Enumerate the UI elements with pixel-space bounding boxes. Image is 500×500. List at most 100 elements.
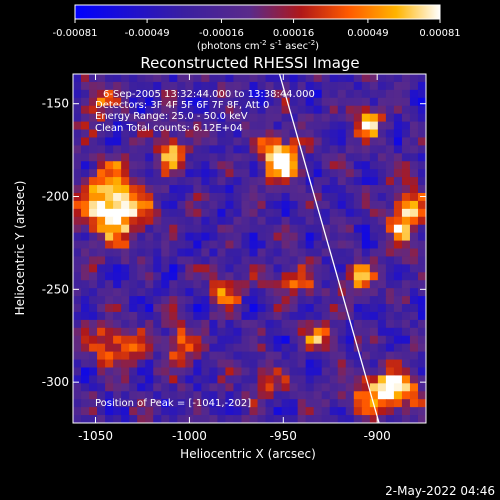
heatmap-cell <box>385 97 395 107</box>
heatmap-cell <box>169 240 178 249</box>
heatmap-cell <box>113 367 122 376</box>
heatmap-cell <box>105 311 114 321</box>
heatmap-cell <box>409 311 419 321</box>
heatmap-cell <box>265 161 275 170</box>
heatmap-cell <box>129 81 138 91</box>
heatmap-cell <box>193 121 202 131</box>
heatmap-cell <box>241 375 250 384</box>
heatmap-cell <box>137 153 146 162</box>
heatmap-cell <box>177 264 186 273</box>
heatmap-cell <box>201 311 210 321</box>
heatmap-cell <box>185 89 194 99</box>
heatmap-cell <box>321 311 331 321</box>
heatmap-cell <box>233 375 242 384</box>
heatmap-cell <box>297 248 307 257</box>
heatmap-cell <box>97 208 106 218</box>
heatmap-cell <box>345 288 355 297</box>
heatmap-cell <box>161 192 170 202</box>
x-tick-label: -1050 <box>78 429 113 443</box>
heatmap-cell <box>137 208 146 218</box>
heatmap-cell <box>393 256 403 265</box>
heatmap-cell <box>273 177 283 186</box>
heatmap-cell <box>249 351 259 361</box>
heatmap-cell <box>337 185 347 194</box>
heatmap-cell <box>193 169 202 178</box>
heatmap-cell <box>153 319 162 329</box>
heatmap-cell <box>201 399 210 408</box>
heatmap-cell <box>401 327 411 337</box>
heatmap-cell <box>305 137 315 146</box>
heatmap-cell <box>377 248 387 257</box>
heatmap-cell <box>177 296 186 305</box>
heatmap-cell <box>233 192 242 202</box>
heatmap-cell <box>313 415 323 424</box>
heatmap-cell <box>193 113 202 123</box>
heatmap-cell <box>249 153 259 162</box>
heatmap-cell <box>153 177 162 186</box>
heatmap-cell <box>89 153 98 162</box>
heatmap-cell <box>337 391 347 400</box>
heatmap-cell <box>273 153 283 162</box>
heatmap-cell <box>241 311 250 321</box>
heatmap-cell <box>193 280 202 289</box>
heatmap-cell <box>257 129 267 138</box>
heatmap-cell <box>169 304 178 313</box>
heatmap-cell <box>105 343 114 353</box>
heatmap-cell <box>217 185 226 194</box>
heatmap-cell <box>89 81 98 91</box>
heatmap-cell <box>353 327 363 337</box>
heatmap-cell <box>329 351 339 361</box>
heatmap-cell <box>169 375 178 384</box>
heatmap-cell <box>297 137 307 146</box>
heatmap-cell <box>209 81 218 91</box>
heatmap-cell <box>281 185 291 194</box>
heatmap-cell <box>305 81 315 91</box>
heatmap-cell <box>113 383 122 392</box>
heatmap-cell <box>329 335 339 345</box>
heatmap-cell <box>225 304 234 313</box>
heatmap-cell <box>385 224 395 234</box>
heatmap-cell <box>105 359 114 368</box>
heatmap-cell <box>257 153 267 162</box>
heatmap-cell <box>137 145 146 154</box>
heatmap-cell <box>345 200 355 210</box>
heatmap-cell <box>337 240 347 249</box>
heatmap-cell <box>121 129 130 138</box>
heatmap-cell <box>145 248 154 257</box>
heatmap-cell <box>233 240 242 249</box>
heatmap-cell <box>337 232 347 242</box>
heatmap-cell <box>113 415 122 424</box>
heatmap-cell <box>337 415 347 424</box>
heatmap-cell <box>321 264 331 273</box>
heatmap-cell <box>273 74 283 83</box>
heatmap-cell <box>265 399 275 408</box>
heatmap-cell <box>345 185 355 194</box>
heatmap-cell <box>73 248 82 257</box>
heatmap-cell <box>329 415 339 424</box>
heatmap-cell <box>73 288 82 297</box>
heatmap-cell <box>313 248 323 257</box>
heatmap-cell <box>185 177 194 186</box>
heatmap-cell <box>249 296 259 305</box>
heatmap-cell <box>121 359 130 368</box>
time-range-text: 6-Sep-2005 13:32:44.000 to 13:38:44.000 <box>103 89 315 100</box>
heatmap-cell <box>201 296 210 305</box>
heatmap-cell <box>145 153 154 162</box>
heatmap-cell <box>105 153 114 162</box>
heatmap-cell <box>81 121 90 131</box>
heatmap-cell <box>105 335 114 345</box>
heatmap-cell <box>241 327 250 337</box>
heatmap-cell <box>249 169 259 178</box>
heatmap-cell <box>393 311 403 321</box>
heatmap-cell <box>217 240 226 249</box>
heatmap-cell <box>281 256 291 265</box>
heatmap-cell <box>297 343 307 353</box>
heatmap-cell <box>257 113 267 123</box>
heatmap-cell <box>153 224 162 234</box>
heatmap-cell <box>137 232 146 242</box>
heatmap-cell <box>281 335 291 345</box>
heatmap-cell <box>89 327 98 337</box>
heatmap-cell <box>369 129 379 138</box>
heatmap-cell <box>321 113 331 123</box>
heatmap-cell <box>129 192 138 202</box>
